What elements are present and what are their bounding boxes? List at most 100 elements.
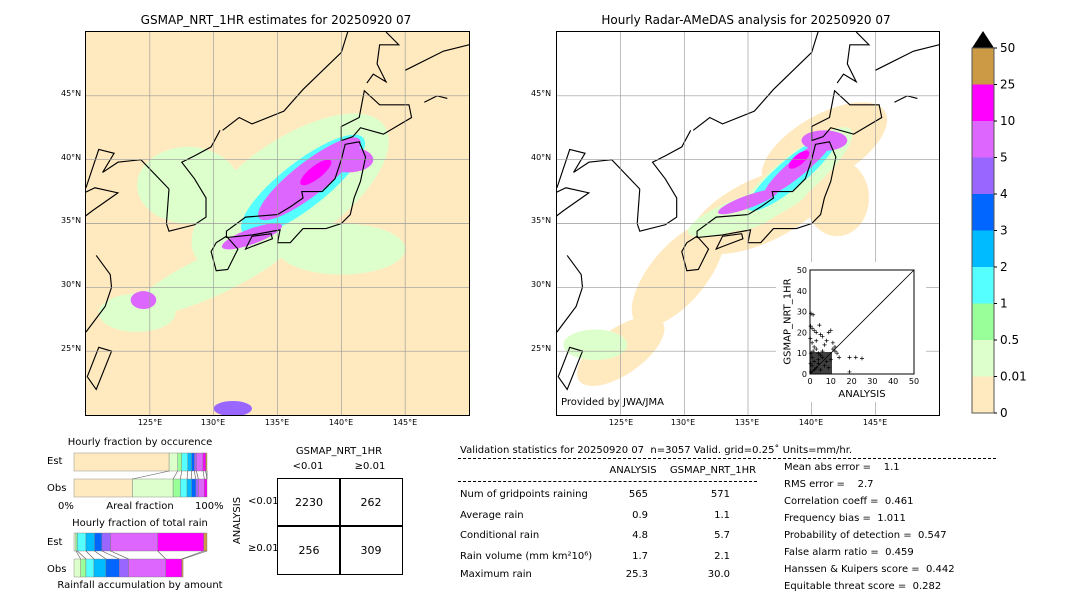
occurrence-title: Hourly fraction by occurence — [67, 437, 213, 448]
lon-tick: 145°E — [392, 418, 418, 427]
lat-tick: 25°N — [531, 344, 552, 353]
colorbar-label: 4 — [1000, 187, 1008, 201]
scatter-point — [837, 355, 842, 360]
connector-line — [110, 550, 129, 560]
bar-segment — [203, 532, 208, 552]
bar-segment — [80, 558, 87, 578]
stat-analysis-value: 25.3 — [625, 569, 648, 580]
bar-segment — [202, 452, 206, 472]
rain-bars — [73, 532, 208, 578]
colorbar-label: 25 — [1000, 78, 1015, 92]
scatter-point — [826, 330, 831, 335]
score: Probability of detection = 0.547 — [784, 530, 947, 541]
row-label: ≥0.01 — [248, 543, 279, 554]
scatter-xlabel: ANALYSIS — [838, 389, 886, 400]
gridlines — [86, 32, 469, 415]
bar-segment — [157, 532, 204, 552]
scatter-point — [830, 340, 835, 345]
bar-segment — [93, 558, 107, 578]
bar-segment — [181, 558, 184, 578]
x-tick-label: 50 — [909, 377, 919, 386]
y-tick-label: 20 — [797, 328, 807, 337]
scatter-point — [835, 351, 840, 356]
stats-title: Validation statistics for 20250920 07 n=… — [460, 445, 853, 456]
lat-tick: 45°N — [61, 89, 82, 98]
y-tick-label: 40 — [797, 287, 807, 296]
bar-segment — [168, 452, 178, 472]
scatter-point — [832, 344, 837, 349]
connector-line — [77, 550, 87, 560]
col-label: ≥0.01 — [354, 461, 386, 472]
colorbar-segment — [972, 121, 994, 158]
bar-segment — [181, 452, 188, 472]
lat-tick: 45°N — [531, 89, 552, 98]
est-label: Est — [47, 537, 63, 548]
stat-row-label: Rain volume (mm km²10⁶) — [460, 551, 593, 562]
connector-line — [181, 550, 204, 560]
scatter-point — [808, 324, 813, 329]
colorbar-segment — [972, 340, 994, 377]
colorbar-label: 5 — [1000, 151, 1008, 165]
lon-tick: 125°E — [137, 418, 163, 427]
y-tick-label: 10 — [797, 349, 807, 358]
colorbar-label: 0.01 — [1000, 370, 1027, 384]
bar-segment — [180, 478, 188, 498]
stat-gsmap-value: 571 — [710, 489, 730, 500]
connector-line — [186, 470, 189, 480]
connector-line — [182, 550, 208, 560]
lat-tick: 40°N — [531, 153, 552, 162]
lon-tick: 130°E — [200, 418, 226, 427]
bar-segment — [85, 558, 95, 578]
colorbar-label: 3 — [1000, 224, 1008, 238]
scatter-point — [814, 330, 819, 335]
scatter-point — [847, 369, 852, 374]
bar-segment — [85, 532, 95, 552]
score: Mean abs error = 1.1 — [784, 462, 900, 473]
x-tick-label: 30 — [867, 377, 877, 386]
stat-analysis-value: 0.9 — [632, 510, 648, 521]
colorbar-segment — [972, 84, 994, 121]
bar-segment — [165, 558, 182, 578]
scatter-point — [814, 347, 819, 352]
lat-tick: 30°N — [531, 280, 552, 289]
bar-segment — [204, 478, 208, 498]
table-cell: 2230 — [277, 478, 341, 527]
colorbar-segment — [972, 194, 994, 231]
y-tick-label: 30 — [797, 308, 807, 317]
scatter-point — [853, 355, 858, 360]
connector-line — [157, 550, 166, 560]
stat-row-label: Num of gridpoints raining — [460, 489, 588, 500]
stat-analysis-value: 4.8 — [632, 530, 648, 541]
x-tick-0: 0% — [58, 501, 74, 512]
scatter-point — [820, 334, 825, 339]
scatter-point — [812, 344, 817, 349]
connector-line — [132, 470, 170, 480]
bar-segment — [128, 558, 166, 578]
colorbar-segment — [972, 230, 994, 267]
right-map-title: Hourly Radar-AMeDAS analysis for 2025092… — [601, 13, 891, 27]
col-label: <0.01 — [292, 461, 324, 472]
lon-tick: 135°E — [264, 418, 290, 427]
bar-segment — [110, 532, 158, 552]
bar-segment — [187, 452, 192, 472]
right-map — [556, 31, 940, 416]
row-label: <0.01 — [248, 496, 279, 507]
colorbar-label: 0.5 — [1000, 333, 1019, 347]
lat-tick: 30°N — [61, 280, 82, 289]
scatter-point — [811, 312, 816, 317]
stat-row-label: Average rain — [460, 510, 524, 521]
divider — [458, 481, 757, 482]
table-title: GSMAP_NRT_1HR — [295, 446, 383, 457]
table-cell: 256 — [277, 525, 341, 575]
scatter-point — [817, 323, 822, 328]
stat-row-label: Maximum rain — [460, 569, 532, 580]
colorbar-segment — [972, 157, 994, 194]
bar-segment — [105, 558, 120, 578]
lon-tick: 135°E — [734, 418, 760, 427]
colorbar-label: 50 — [1000, 41, 1015, 55]
score: Correlation coeff = 0.461 — [784, 496, 914, 507]
scatter-point — [824, 338, 829, 343]
lon-tick: 125°E — [608, 418, 634, 427]
x-tick-label: 10 — [826, 377, 836, 386]
scatter-ylabel: GSMAP_NRT_1HR — [782, 278, 794, 365]
